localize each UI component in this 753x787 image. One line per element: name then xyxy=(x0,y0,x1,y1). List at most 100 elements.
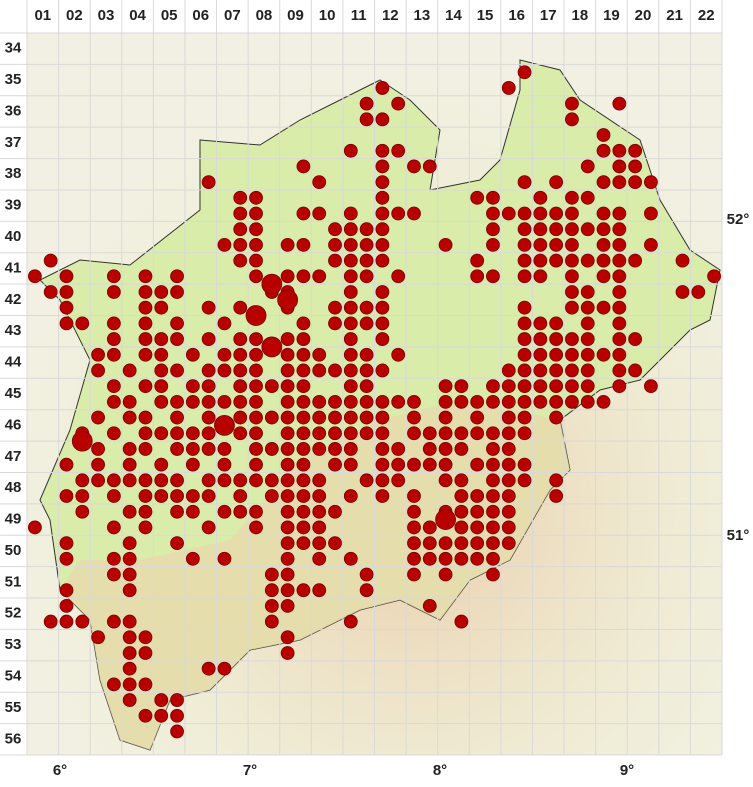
dot xyxy=(296,473,311,488)
dot xyxy=(296,583,311,598)
dot xyxy=(596,128,611,142)
dot xyxy=(533,237,548,252)
dot xyxy=(501,394,516,409)
dot xyxy=(201,473,216,488)
dot xyxy=(517,473,532,488)
dot xyxy=(296,442,311,456)
dot xyxy=(170,285,184,299)
dot xyxy=(59,598,74,613)
dot xyxy=(375,410,390,425)
dot xyxy=(549,363,564,378)
dot xyxy=(517,426,532,441)
dot xyxy=(501,457,516,472)
dot xyxy=(533,363,548,378)
dot xyxy=(391,96,406,111)
row-label: 48 xyxy=(5,479,22,496)
dot xyxy=(296,347,311,362)
column-label: 08 xyxy=(256,7,273,24)
dot xyxy=(407,426,421,441)
dot xyxy=(533,332,548,346)
dot xyxy=(375,143,390,158)
dot xyxy=(343,300,358,315)
dot xyxy=(533,379,548,394)
dot xyxy=(343,614,358,629)
dot xyxy=(549,489,564,503)
big-dot xyxy=(277,289,299,311)
dot xyxy=(517,332,532,346)
dot xyxy=(375,253,390,268)
dot xyxy=(470,269,485,284)
dot xyxy=(122,646,137,660)
column-label: 14 xyxy=(445,7,462,24)
dot xyxy=(454,614,469,629)
dot xyxy=(343,426,358,441)
dot xyxy=(580,332,595,346)
dot xyxy=(296,332,311,346)
dot xyxy=(407,520,421,535)
dot xyxy=(312,489,327,503)
dot xyxy=(565,379,579,394)
dot xyxy=(296,206,311,221)
dot xyxy=(264,583,279,598)
dot xyxy=(328,300,342,315)
dot xyxy=(533,253,548,268)
dot xyxy=(517,175,532,190)
dot xyxy=(565,190,579,205)
dot xyxy=(343,410,358,425)
dot xyxy=(170,332,184,346)
dot xyxy=(106,551,121,566)
dot xyxy=(264,442,279,456)
dot xyxy=(217,316,232,331)
dot xyxy=(312,206,327,221)
dot xyxy=(233,426,248,441)
dot xyxy=(249,347,263,362)
dot xyxy=(517,410,532,425)
dot xyxy=(580,347,595,362)
dot xyxy=(59,316,74,331)
dot xyxy=(233,473,248,488)
dot xyxy=(280,520,295,535)
dot xyxy=(201,426,216,441)
dot xyxy=(612,379,627,394)
dot xyxy=(138,269,153,284)
dot xyxy=(122,614,137,629)
dot xyxy=(154,300,169,315)
dot xyxy=(249,379,263,394)
dot xyxy=(264,614,279,629)
row-label: 47 xyxy=(5,448,22,465)
dot xyxy=(438,551,453,566)
southern-hills xyxy=(60,400,570,750)
dot xyxy=(312,394,327,409)
dot xyxy=(486,504,500,519)
dot xyxy=(249,504,263,519)
dot xyxy=(217,457,232,472)
dot xyxy=(43,253,58,268)
dot xyxy=(106,285,121,299)
dot xyxy=(43,614,58,629)
dot xyxy=(596,269,611,284)
dot xyxy=(533,190,548,205)
dot xyxy=(106,347,121,362)
dot xyxy=(233,300,248,315)
dot xyxy=(375,222,390,237)
dot xyxy=(138,504,153,519)
dot xyxy=(407,457,421,472)
dot xyxy=(249,332,263,346)
dot xyxy=(612,285,627,299)
dot xyxy=(343,363,358,378)
column-label: 12 xyxy=(382,7,399,24)
dot xyxy=(233,237,248,252)
column-label: 16 xyxy=(508,7,525,24)
dot xyxy=(312,363,327,378)
dot xyxy=(343,394,358,409)
dot xyxy=(517,300,532,315)
dot xyxy=(138,379,153,394)
dot xyxy=(486,536,500,551)
dot xyxy=(565,347,579,362)
dot xyxy=(517,253,532,268)
dot xyxy=(296,269,311,284)
big-dot xyxy=(261,336,283,358)
dot xyxy=(154,285,169,299)
dot xyxy=(486,190,500,205)
dot xyxy=(27,520,42,535)
